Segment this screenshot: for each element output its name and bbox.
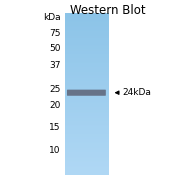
Text: 37: 37 [49, 61, 60, 70]
Text: 75: 75 [49, 29, 60, 38]
Text: 15: 15 [49, 123, 60, 132]
Text: 50: 50 [49, 44, 60, 53]
Text: 20: 20 [49, 101, 60, 110]
Text: kDa: kDa [43, 14, 60, 22]
Text: 24kDa: 24kDa [122, 88, 151, 97]
Text: 10: 10 [49, 146, 60, 155]
Text: Western Blot: Western Blot [70, 4, 146, 17]
Text: 25: 25 [49, 86, 60, 94]
FancyBboxPatch shape [67, 90, 106, 96]
